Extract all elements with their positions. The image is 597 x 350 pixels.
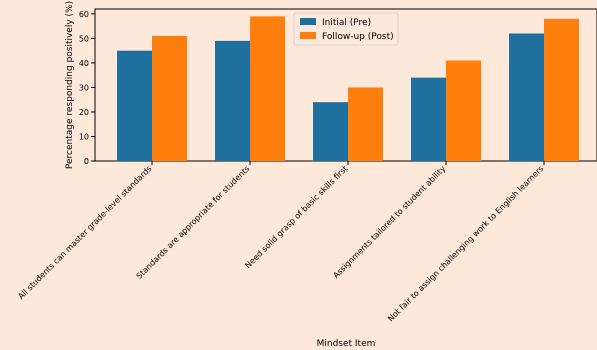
x-tick-label-1: Standards are appropriate for students	[135, 164, 252, 281]
bar-followup-1	[250, 16, 285, 161]
legend-frame	[293, 12, 399, 46]
bar-followup-2	[348, 87, 383, 161]
bar-followup-4	[544, 18, 579, 161]
x-tick-label-0: All students can master grade-level stan…	[16, 164, 153, 301]
plot-area: 0 10 20 30 40 50 60 All students can master gr…	[16, 8, 597, 323]
x-tick-label-3: Assignments tailored to student ability	[331, 164, 447, 280]
y-tick-label-3: 30	[79, 83, 89, 92]
y-tick-label-0: 0	[84, 157, 89, 166]
y-tick-label-2: 20	[79, 108, 89, 117]
y-tick-label-6: 60	[79, 10, 89, 19]
bar-initial-2	[313, 102, 348, 161]
y-tick-label-1: 10	[79, 132, 89, 141]
y-axis: 0 10 20 30 40 50 60	[79, 10, 95, 166]
x-axis-label: Mindset Item	[317, 339, 376, 349]
x-tick-label-4: Not fair to assign challenging work to E…	[386, 164, 545, 323]
y-axis-label: Percentage responding positively (%)	[65, 1, 75, 169]
bar-initial-3	[411, 77, 446, 161]
bar-initial-0	[117, 50, 152, 162]
legend-swatch-initial	[300, 18, 316, 25]
bar-initial-4	[509, 33, 544, 161]
y-tick-label-5: 50	[79, 34, 89, 43]
legend-label-initial: Initial (Pre)	[322, 18, 371, 28]
bar-initial-1	[215, 40, 250, 161]
legend-label-followup: Follow-up (Post)	[322, 32, 394, 42]
bar-followup-0	[152, 35, 187, 161]
x-axis: All students can master grade-level stan…	[16, 161, 545, 323]
legend-swatch-followup	[300, 32, 316, 39]
y-tick-label-4: 40	[79, 59, 89, 68]
bar-followup-3	[446, 60, 481, 161]
x-tick-label-2: Need solid grasp of basic skills first	[243, 164, 349, 270]
legend: Initial (Pre) Follow-up (Post)	[293, 12, 399, 46]
bars-group	[117, 16, 579, 162]
